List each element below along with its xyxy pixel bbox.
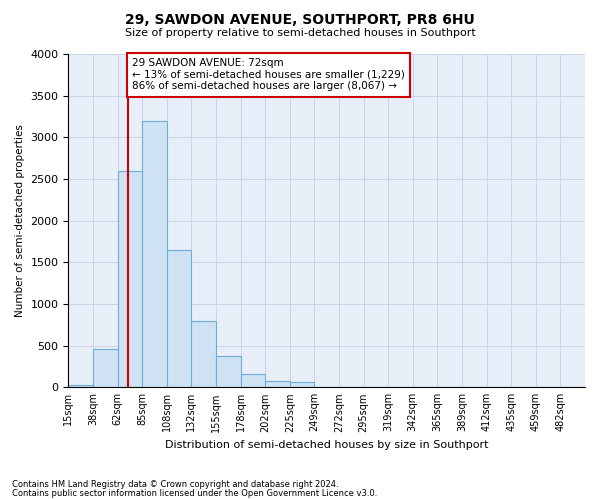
Bar	[142, 120, 167, 388]
Text: Contains HM Land Registry data © Crown copyright and database right 2024.: Contains HM Land Registry data © Crown c…	[12, 480, 338, 489]
Bar	[191, 320, 216, 388]
X-axis label: Distribution of semi-detached houses by size in Southport: Distribution of semi-detached houses by …	[165, 440, 488, 450]
Y-axis label: Number of semi-detached properties: Number of semi-detached properties	[15, 124, 25, 317]
Bar	[265, 380, 290, 388]
Text: Size of property relative to semi-detached houses in Southport: Size of property relative to semi-detach…	[125, 28, 475, 38]
Text: Contains public sector information licensed under the Open Government Licence v3: Contains public sector information licen…	[12, 488, 377, 498]
Text: 29, SAWDON AVENUE, SOUTHPORT, PR8 6HU: 29, SAWDON AVENUE, SOUTHPORT, PR8 6HU	[125, 12, 475, 26]
Bar	[290, 382, 314, 388]
Bar	[216, 356, 241, 388]
Text: 29 SAWDON AVENUE: 72sqm
← 13% of semi-detached houses are smaller (1,229)
86% of: 29 SAWDON AVENUE: 72sqm ← 13% of semi-de…	[132, 58, 405, 92]
Bar	[93, 349, 118, 388]
Bar	[118, 170, 142, 388]
Bar	[68, 385, 93, 388]
Bar	[241, 374, 265, 388]
Bar	[167, 250, 191, 388]
